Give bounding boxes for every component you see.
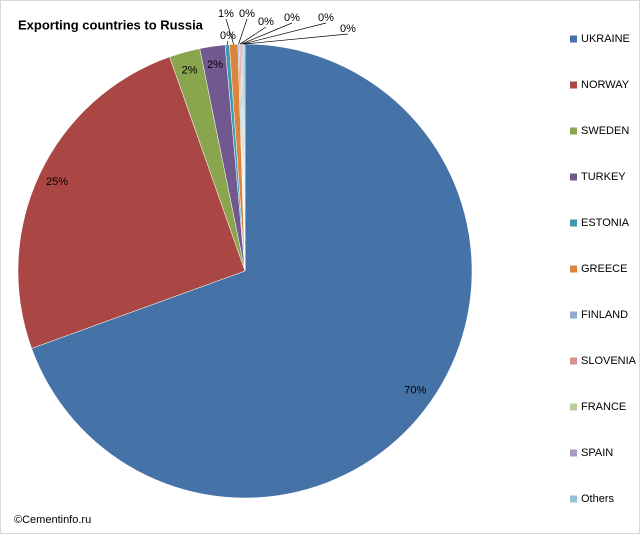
leader-line: [242, 22, 327, 45]
legend-swatch: [570, 403, 577, 411]
leader-line: [226, 40, 229, 45]
data-label: 0%: [258, 16, 274, 28]
legend-swatch: [570, 81, 577, 89]
legend-label: SPAIN: [581, 447, 613, 459]
data-label: 0%: [340, 23, 356, 35]
legend-label: UKRAINE: [581, 33, 630, 45]
legend-swatch: [570, 449, 577, 457]
data-label: 70%: [404, 384, 426, 396]
legend-swatch: [570, 495, 577, 503]
data-label: 0%: [220, 30, 236, 42]
legend-label: ESTONIA: [581, 217, 630, 229]
source-note: ©Cementinfo.ru: [14, 514, 91, 526]
data-label: 0%: [239, 8, 255, 20]
data-label: 0%: [284, 12, 300, 24]
legend-label: TURKEY: [581, 171, 626, 183]
pie-slice: [31, 43, 473, 499]
legend-swatch: [570, 357, 577, 365]
leader-line: [239, 26, 267, 45]
leader-line: [241, 22, 293, 45]
legend-label: FRANCE: [581, 401, 626, 413]
data-label: 25%: [46, 176, 68, 188]
legend-swatch: [570, 265, 577, 273]
legend-swatch: [570, 173, 577, 181]
pie-slice: [17, 56, 246, 349]
legend-label: Others: [581, 493, 615, 505]
legend-swatch: [570, 219, 577, 227]
leader-line: [238, 18, 248, 45]
legend-swatch: [570, 35, 577, 43]
data-label: 1%: [218, 8, 234, 20]
data-label: 2%: [182, 64, 198, 76]
leader-line: [225, 18, 234, 45]
data-label: 2%: [207, 59, 223, 71]
legend-label: SWEDEN: [581, 125, 629, 137]
data-label: 0%: [318, 12, 334, 24]
legend-label: FINLAND: [581, 309, 628, 321]
legend-label: SLOVENIA: [581, 355, 637, 367]
legend-label: GREECE: [581, 263, 627, 275]
chart-title: Exporting countries to Russia: [18, 17, 204, 32]
legend-label: NORWAY: [581, 79, 630, 91]
leader-line: [244, 33, 349, 45]
legend-swatch: [570, 311, 577, 319]
legend-swatch: [570, 127, 577, 135]
